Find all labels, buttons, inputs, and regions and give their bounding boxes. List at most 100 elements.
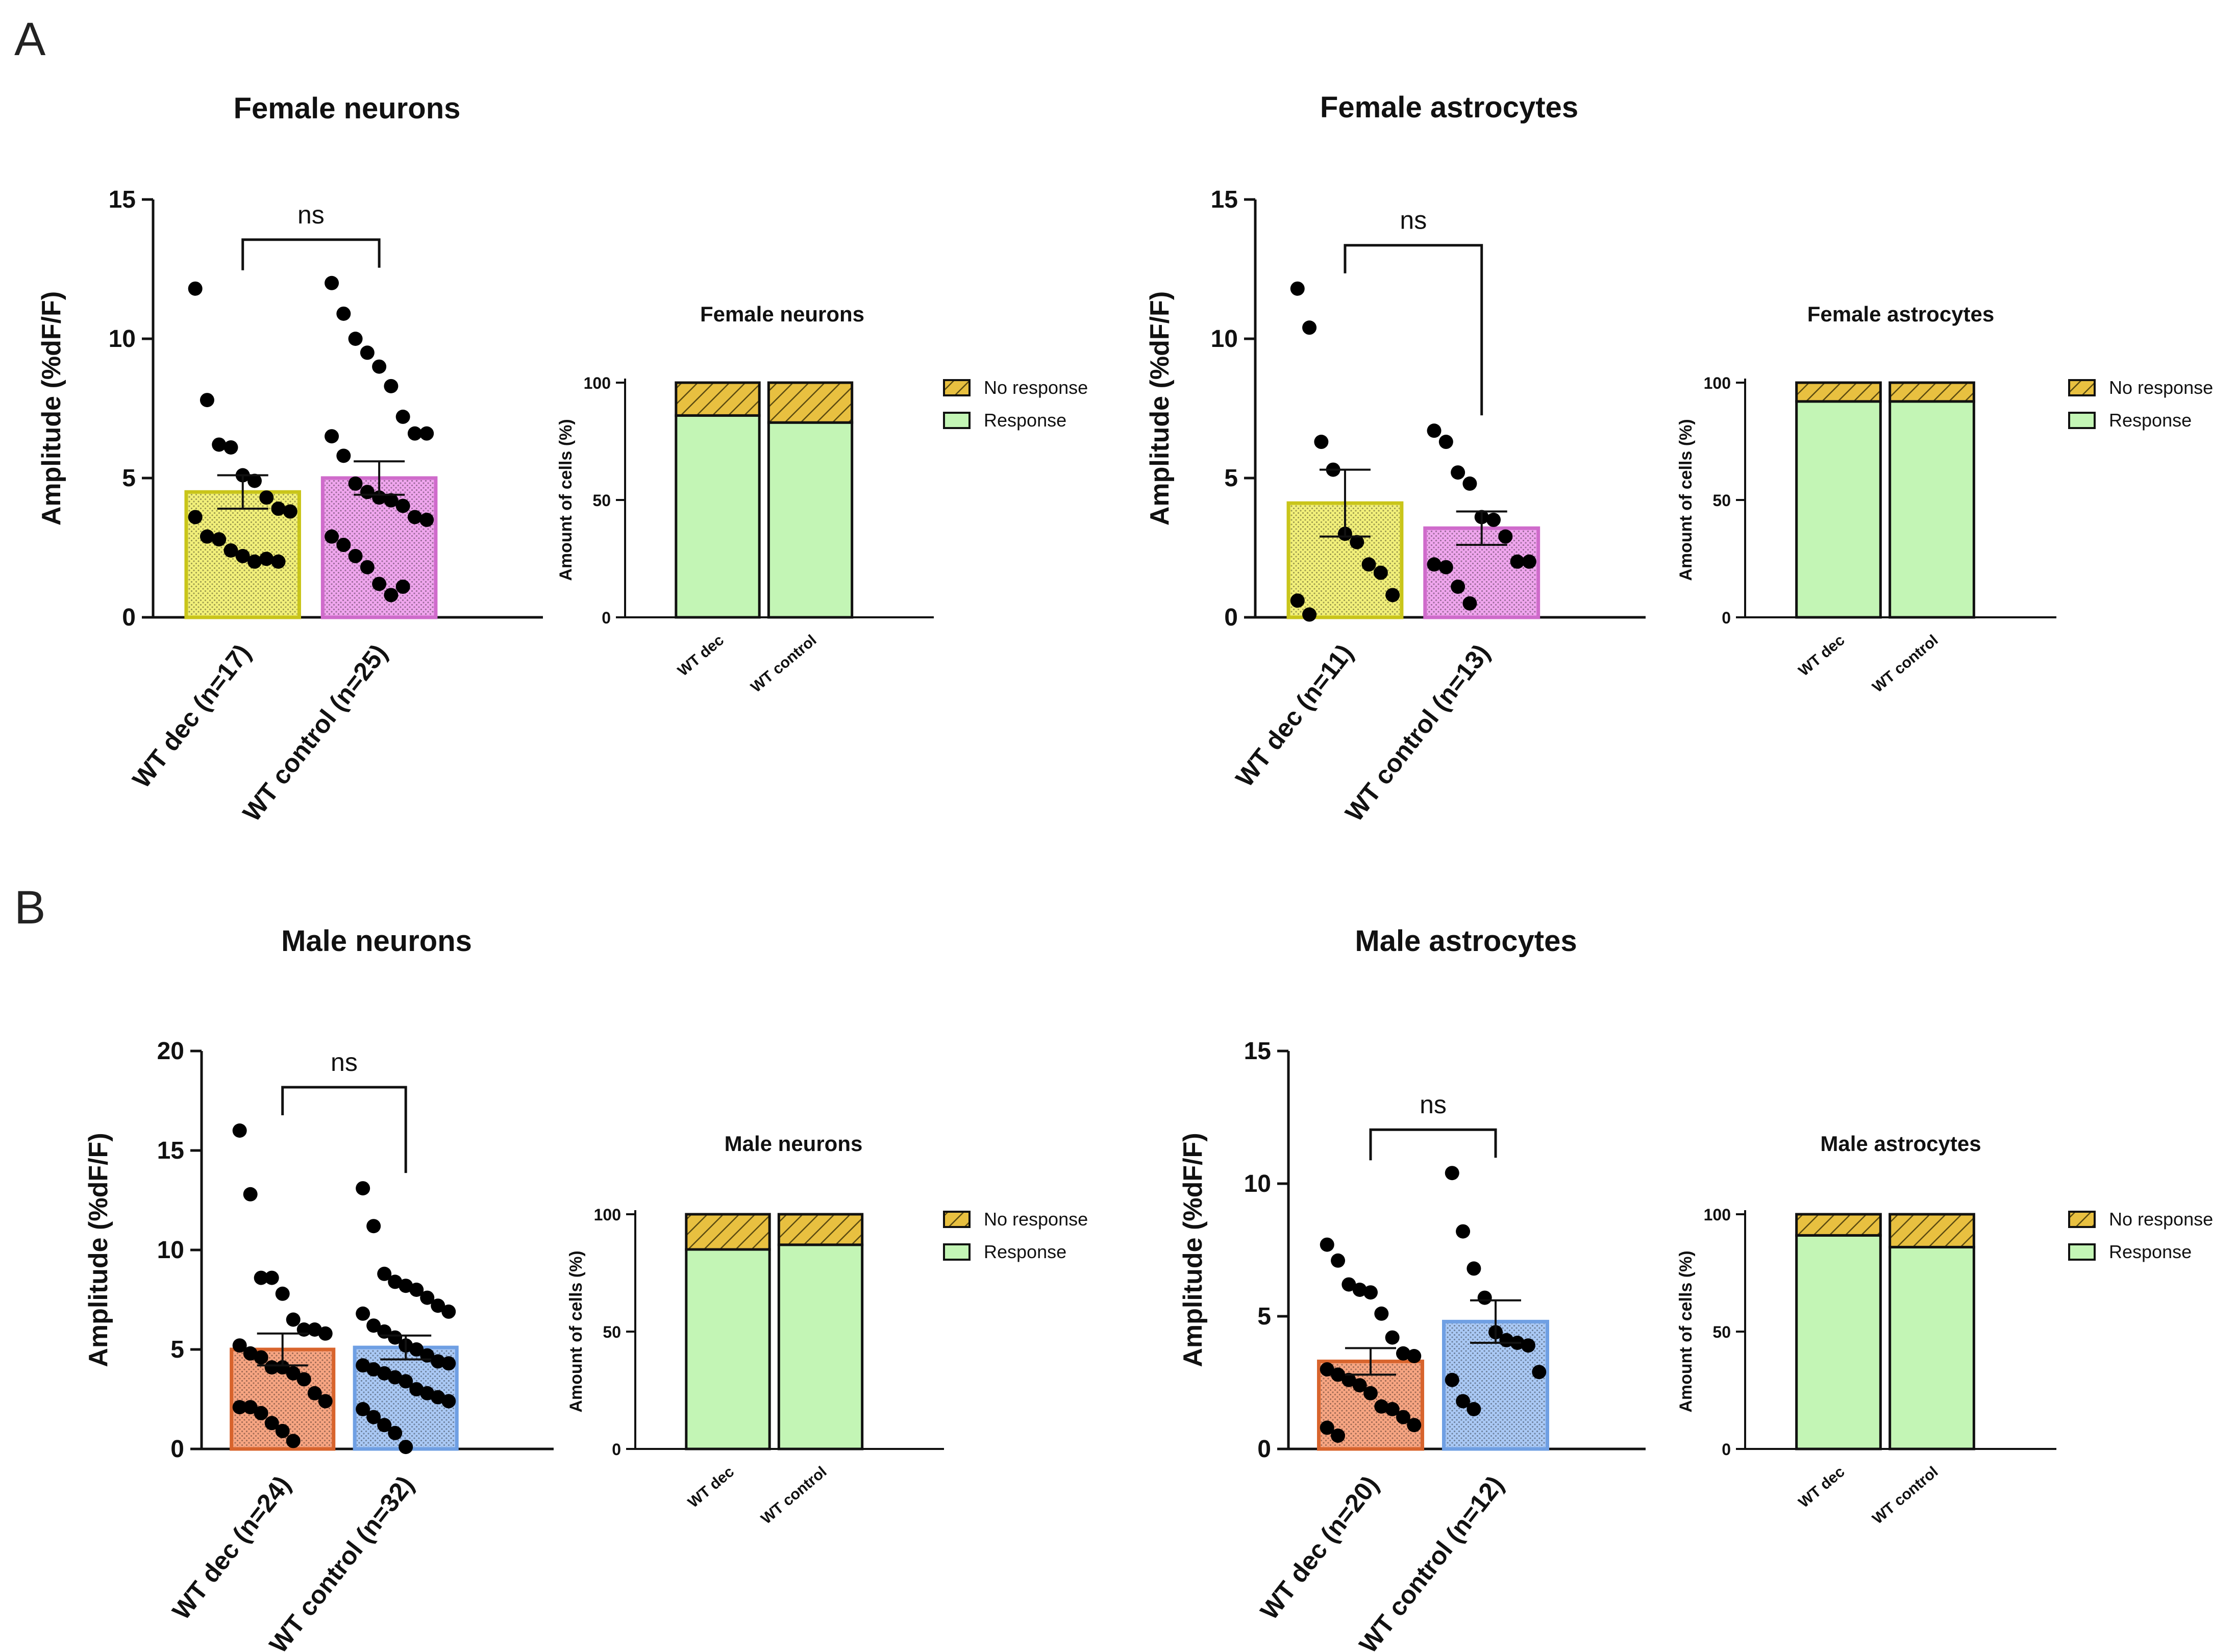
- male-neurons-response: Male neurons Amount of cells (%) 0 50 100 WT …: [566, 1132, 1088, 1528]
- data-point: [1510, 554, 1525, 569]
- data-point: [419, 426, 434, 441]
- data-point: [1407, 1418, 1422, 1433]
- data-point: [325, 276, 339, 290]
- significance-label: ns: [1420, 1090, 1447, 1119]
- data-point: [399, 1440, 413, 1455]
- significance-bracket: [241, 238, 381, 270]
- y-axis-label: Amplitude (%dF/F): [1178, 1133, 1208, 1367]
- legend-label-no-response: No response: [2109, 1209, 2213, 1230]
- data-point: [1451, 465, 1465, 480]
- data-point: [356, 1181, 370, 1196]
- data-point: [366, 1219, 381, 1234]
- data-point: [243, 1346, 258, 1361]
- data-point: [1467, 1402, 1481, 1416]
- data-point: [1320, 1362, 1334, 1376]
- bar-response: [777, 1243, 864, 1450]
- bar-no-response: [1795, 1213, 1882, 1237]
- y-tick-label: 0: [602, 609, 611, 627]
- legend-label-response: Response: [984, 1241, 1066, 1262]
- data-point: [200, 393, 214, 408]
- bar-response: [767, 421, 854, 619]
- data-point: [247, 473, 262, 488]
- data-point: [232, 1400, 247, 1415]
- data-point: [395, 579, 410, 594]
- data-point: [348, 548, 363, 563]
- category-label: WT dec (n=24): [167, 1470, 296, 1625]
- chart-title: Female astrocytes: [1320, 91, 1578, 124]
- data-point: [1320, 1237, 1334, 1252]
- significance-bracket: [281, 1086, 407, 1173]
- category-label: WT dec: [675, 632, 727, 680]
- chart-title: Male neurons: [725, 1132, 863, 1156]
- data-point: [409, 1382, 424, 1396]
- y-axis-label: Amplitude (%dF/F): [84, 1133, 113, 1367]
- y-axis-label: Amount of cells (%): [556, 419, 576, 581]
- bar-response: [1889, 1245, 1975, 1450]
- category-label: WT dec (n=20): [1255, 1470, 1384, 1625]
- data-point: [1498, 529, 1513, 544]
- y-tick-label: 0: [1722, 609, 1731, 627]
- data-point: [1331, 1367, 1346, 1382]
- data-point: [356, 1358, 370, 1373]
- data-point: [366, 1362, 381, 1376]
- data-point: [377, 1418, 392, 1433]
- data-point: [1438, 560, 1453, 574]
- bar-response: [1889, 400, 1975, 619]
- male-astrocytes-amplitude: Male astrocytes Amplitude (%dF/F) 0 5 10 15 WT…: [1178, 924, 1646, 1652]
- data-point: [366, 1410, 381, 1424]
- data-point: [286, 1312, 301, 1327]
- bar-response: [675, 414, 761, 619]
- data-point: [283, 504, 297, 519]
- data-point: [1352, 1378, 1367, 1393]
- data-point: [271, 502, 286, 516]
- data-point: [1314, 435, 1329, 449]
- data-point: [372, 359, 387, 374]
- data-point: [1396, 1410, 1410, 1424]
- y-tick-label: 0: [612, 1440, 621, 1459]
- bar-no-response: [767, 381, 854, 424]
- data-point: [419, 512, 434, 527]
- data-point: [1290, 593, 1305, 608]
- y-tick-label: 15: [109, 186, 136, 213]
- data-point: [1290, 281, 1305, 296]
- significance-label: ns: [1400, 206, 1427, 235]
- data-point: [243, 1187, 258, 1202]
- data-point: [1385, 1402, 1400, 1416]
- bar-response: [1795, 400, 1882, 619]
- category-label: WT control: [758, 1463, 830, 1528]
- data-point: [1438, 435, 1453, 449]
- data-point: [395, 498, 410, 513]
- y-tick-label: 5: [1224, 465, 1238, 492]
- y-tick-label: 10: [1244, 1170, 1271, 1197]
- data-point: [1341, 1372, 1356, 1387]
- data-point: [325, 429, 339, 444]
- data-point: [1451, 579, 1465, 594]
- male-neurons-amplitude: Male neurons Amplitude (%dF/F) 0 5 10 15 20 WT …: [84, 924, 554, 1652]
- data-point: [275, 1423, 290, 1438]
- data-point: [1456, 1224, 1471, 1239]
- data-point: [409, 1342, 424, 1357]
- data-point: [336, 306, 351, 321]
- data-point: [271, 554, 286, 569]
- data-point: [377, 1366, 392, 1381]
- significance-bracket: [1369, 1128, 1497, 1161]
- data-point: [247, 554, 262, 569]
- legend-swatch-no-response: [943, 1211, 971, 1228]
- category-label: WT dec (n=17): [127, 639, 257, 793]
- data-point: [212, 532, 227, 547]
- data-point: [1467, 1261, 1481, 1276]
- y-tick-label: 10: [1211, 326, 1238, 353]
- y-tick-label: 15: [1244, 1038, 1271, 1065]
- data-point: [223, 440, 238, 455]
- data-point: [1427, 423, 1442, 438]
- data-point: [259, 490, 274, 505]
- data-point: [1341, 1277, 1356, 1292]
- legend-label-response: Response: [2109, 1241, 2192, 1262]
- category-label: WT control (n=13): [1339, 639, 1495, 827]
- female-astrocytes-response: Female astrocytes Amount of cells (%) 0 50 1…: [1676, 302, 2213, 696]
- legend-label-response: Response: [2109, 410, 2192, 431]
- data-point: [372, 577, 387, 591]
- legend-swatch-no-response: [943, 379, 971, 396]
- y-tick-label: 50: [592, 491, 611, 510]
- data-point: [264, 1360, 279, 1375]
